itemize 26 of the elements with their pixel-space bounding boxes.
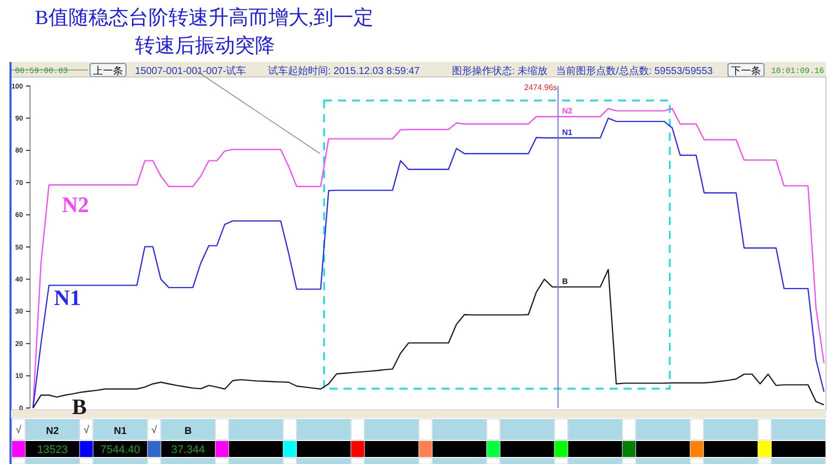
text: N1 xyxy=(114,426,127,437)
text: √ xyxy=(151,425,158,436)
annotation: 2474.96s xyxy=(524,83,558,92)
previous-button: 上一条 xyxy=(90,63,126,77)
text: √ xyxy=(84,425,90,436)
chart-subtitle: 转速后振动突降 xyxy=(135,35,275,57)
text: N2 xyxy=(62,192,89,217)
text: 当前图形点数/总点数: 59553/59553 xyxy=(556,65,714,77)
series-label: N1 xyxy=(54,285,81,310)
text: 10:01:09.16 xyxy=(771,67,824,76)
text: N1 xyxy=(562,128,572,137)
series-label: N2 xyxy=(562,106,573,116)
chart-title: B值随稳态台阶转速升高而增大,到一定 xyxy=(35,6,374,29)
text: 试车起始时间: 2015.12.03 8:59:47 xyxy=(268,65,420,77)
text: 7544.40 xyxy=(100,444,140,456)
text: B xyxy=(184,426,192,437)
text: N2 xyxy=(46,426,59,437)
text: B xyxy=(562,276,568,286)
text: 图形操作状态: 未缩放 xyxy=(452,65,548,77)
series-label: B xyxy=(72,394,87,419)
text: √ xyxy=(16,425,22,436)
text: 37.344 xyxy=(171,444,205,456)
text: 08:59:00.83 xyxy=(15,67,68,76)
text: 13523 xyxy=(37,444,68,456)
text: 15007-001-001-007-试车 xyxy=(135,65,246,77)
next-button: 下一条 xyxy=(728,63,764,77)
